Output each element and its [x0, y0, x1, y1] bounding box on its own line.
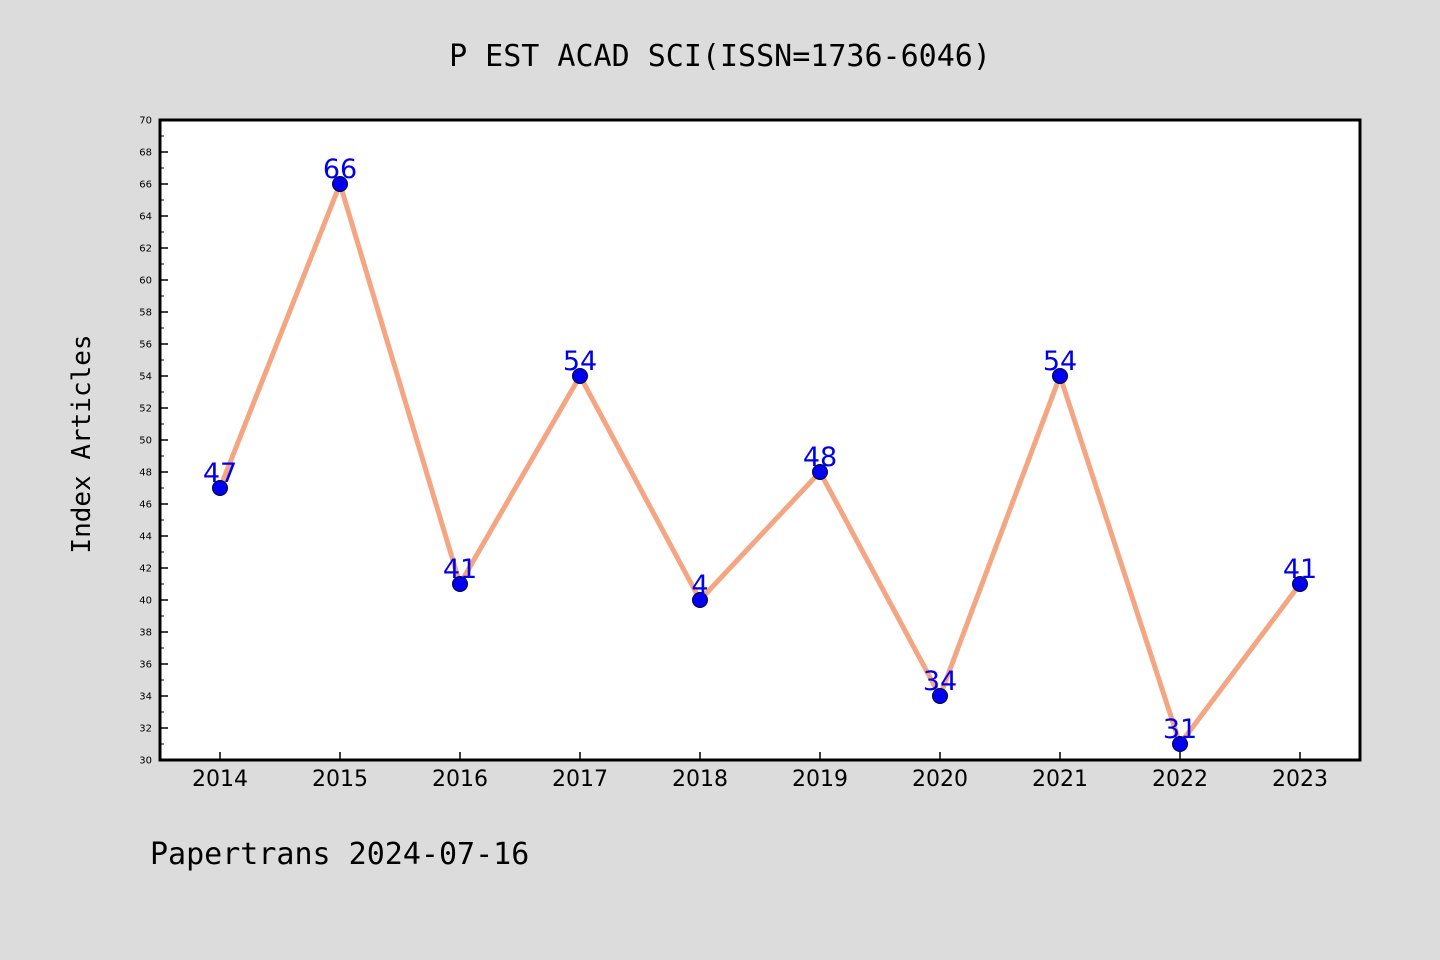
data-point: [812, 464, 828, 480]
chart-title: P EST ACAD SCI(ISSN=1736-6046): [449, 39, 991, 74]
data-point: [572, 368, 588, 384]
y-tick-label: 68: [139, 148, 152, 159]
y-tick-label: 52: [139, 404, 152, 415]
y-tick-label: 48: [139, 468, 152, 479]
data-label: 31: [1163, 714, 1197, 745]
y-tick-label: 60: [139, 276, 152, 287]
y-tick-label: 66: [139, 180, 152, 191]
x-tick-label: 2022: [1152, 767, 1208, 792]
y-axis-label: Index Articles: [67, 334, 97, 553]
y-tick-label: 36: [139, 660, 152, 671]
y-tick-label: 54: [139, 372, 152, 383]
data-point: [1172, 736, 1188, 752]
x-tick-label: 2023: [1272, 767, 1328, 792]
footer-source-date: Papertrans 2024-07-16: [150, 837, 529, 872]
y-tick-label: 32: [139, 724, 152, 735]
data-point: [332, 176, 348, 192]
data-point: [452, 576, 468, 592]
data-label: 54: [563, 346, 597, 377]
x-tick-label: 2017: [552, 767, 608, 792]
y-tick-label: 50: [139, 436, 152, 447]
y-tick-label: 58: [139, 308, 152, 319]
x-tick-label: 2016: [432, 767, 488, 792]
data-label: 41: [443, 554, 477, 585]
data-point: [1292, 576, 1308, 592]
data-point: [1052, 368, 1068, 384]
y-tick-label: 34: [139, 692, 152, 703]
x-tick-label: 2020: [912, 767, 968, 792]
data-labels-layer: 47 66 41 54 4 48 34 54 31 41: [203, 154, 1317, 745]
x-tick-label: 2014: [192, 767, 248, 792]
y-tick-label: 70: [139, 116, 152, 127]
y-tick-label: 40: [139, 596, 152, 607]
x-axis-ticks: 2014 2015 2016 2017 2018 2019 2020 2021 2022 2023: [192, 752, 1328, 792]
plot-frame: [158, 118, 1362, 762]
series-layer: [212, 176, 1308, 752]
x-tick-label: 2018: [672, 767, 728, 792]
data-label: 47: [203, 458, 237, 489]
y-tick-label: 30: [139, 756, 152, 767]
data-label: 4: [691, 570, 708, 601]
data-label: 54: [1043, 346, 1077, 377]
y-tick-label: 38: [139, 628, 152, 639]
data-label: 48: [803, 442, 837, 473]
data-point: [932, 688, 948, 704]
data-point: [692, 592, 708, 608]
x-tick-label: 2015: [312, 767, 368, 792]
series-line: [217, 181, 1303, 747]
data-label: 41: [1283, 554, 1317, 585]
plot-area: [160, 120, 1360, 760]
y-tick-label: 62: [139, 244, 152, 255]
y-tick-label: 44: [139, 532, 152, 543]
data-label: 34: [923, 666, 957, 697]
y-tick-label: 64: [139, 212, 152, 223]
data-label: 66: [323, 154, 357, 185]
data-point: [212, 480, 228, 496]
x-tick-label: 2021: [1032, 767, 1088, 792]
y-tick-label: 56: [139, 340, 152, 351]
x-tick-label: 2019: [792, 767, 848, 792]
y-tick-label: 42: [139, 564, 152, 575]
y-tick-label: 46: [139, 500, 152, 511]
